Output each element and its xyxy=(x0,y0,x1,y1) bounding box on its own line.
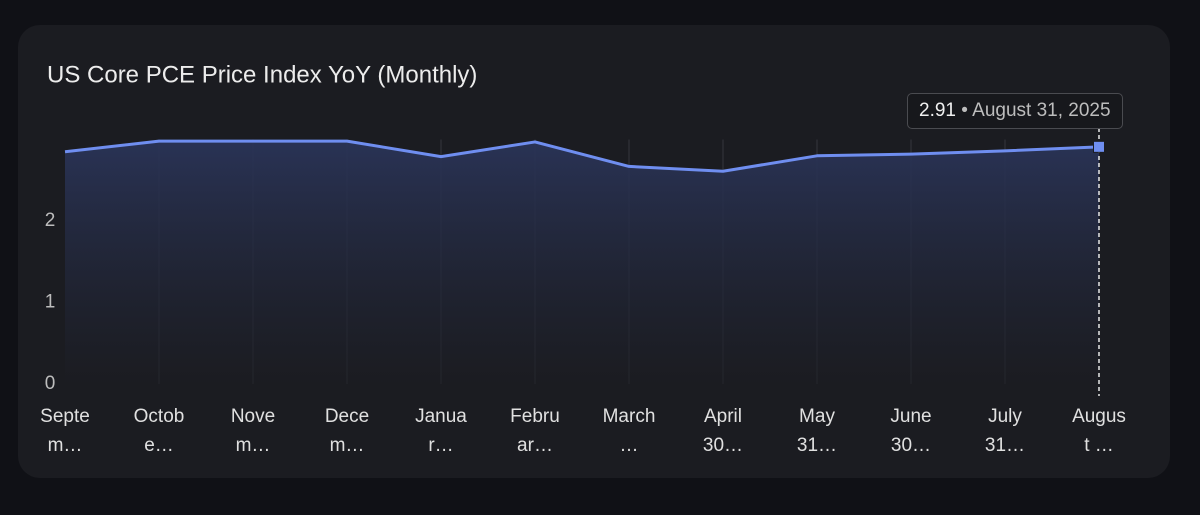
tooltip: 2.91 • August 31, 2025 xyxy=(907,93,1123,129)
hover-point xyxy=(1093,140,1105,153)
x-tick-label: April 30… xyxy=(702,406,744,456)
line xyxy=(64,139,1100,173)
x-tick-label: Octobe… xyxy=(133,406,185,456)
x-tick-label: May 31… xyxy=(796,406,838,456)
tooltip-date: August 31, 2025 xyxy=(972,100,1111,121)
x-tick-label: August … xyxy=(1072,406,1126,456)
y-tick-label: 1 xyxy=(45,292,56,313)
x-tick-label: Septem… xyxy=(40,406,90,456)
x-tick-label: Novem… xyxy=(230,406,276,456)
tooltip-value: 2.91 xyxy=(919,100,956,121)
x-tick-label: March … xyxy=(602,406,656,456)
y-tick-label: 2 xyxy=(45,210,56,231)
area xyxy=(65,141,1099,384)
y-tick-label: 0 xyxy=(45,373,56,394)
x-tick-label: Decem… xyxy=(324,406,370,456)
x-tick-label: July 31… xyxy=(984,406,1026,456)
tooltip-separator: • xyxy=(961,100,968,121)
x-tick-label: Januar… xyxy=(415,406,467,456)
x-tick-label: Februar… xyxy=(510,406,560,456)
chart-title: US Core PCE Price Index YoY (Monthly) xyxy=(47,61,477,88)
x-tick-label: June 30… xyxy=(890,406,932,456)
